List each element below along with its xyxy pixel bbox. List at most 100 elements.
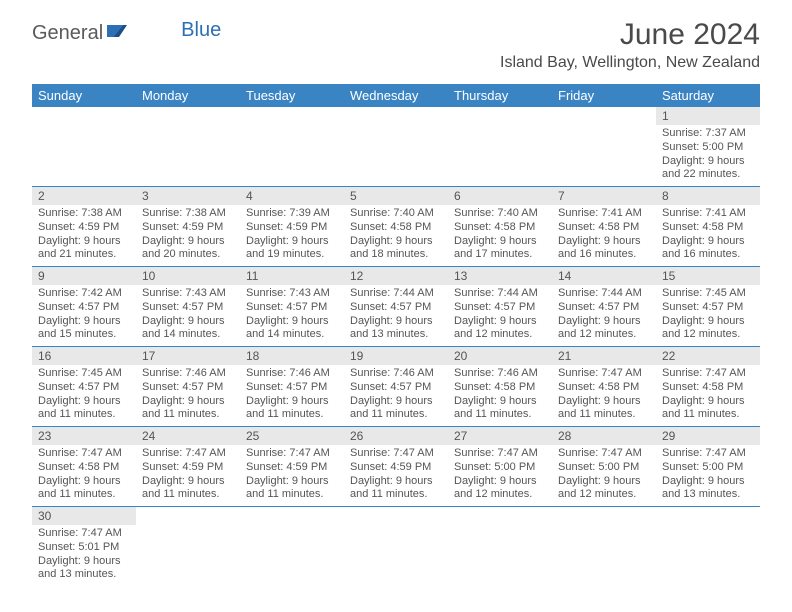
day-number: 18 [240, 347, 344, 365]
day-info-line: Daylight: 9 hours [662, 235, 754, 249]
calendar-empty-cell [448, 507, 552, 587]
day-number: 4 [240, 187, 344, 205]
day-info-line: and 12 minutes. [558, 488, 650, 502]
day-info-line: Sunrise: 7:45 AM [662, 287, 754, 301]
day-info-line: Sunset: 5:01 PM [38, 541, 130, 555]
day-info-line: Sunset: 5:00 PM [558, 461, 650, 475]
weekday-header: Wednesday [344, 84, 448, 107]
calendar-day-cell: 29Sunrise: 7:47 AMSunset: 5:00 PMDayligh… [656, 427, 760, 507]
day-info-line: Daylight: 9 hours [38, 235, 130, 249]
day-info-line: and 11 minutes. [142, 408, 234, 422]
day-info-line: and 12 minutes. [558, 328, 650, 342]
day-info: Sunrise: 7:47 AMSunset: 4:58 PMDaylight:… [552, 365, 656, 426]
day-info: Sunrise: 7:47 AMSunset: 4:58 PMDaylight:… [656, 365, 760, 426]
day-info-line: Sunrise: 7:47 AM [38, 527, 130, 541]
day-info: Sunrise: 7:43 AMSunset: 4:57 PMDaylight:… [240, 285, 344, 346]
day-info: Sunrise: 7:44 AMSunset: 4:57 PMDaylight:… [344, 285, 448, 346]
day-info-line: Sunset: 4:59 PM [142, 461, 234, 475]
day-info-line: Sunrise: 7:39 AM [246, 207, 338, 221]
day-number: 26 [344, 427, 448, 445]
day-info-line: Daylight: 9 hours [246, 475, 338, 489]
day-number: 28 [552, 427, 656, 445]
day-info: Sunrise: 7:47 AMSunset: 4:58 PMDaylight:… [32, 445, 136, 506]
day-info-line: Sunrise: 7:45 AM [38, 367, 130, 381]
calendar-empty-cell [656, 507, 760, 587]
day-number: 3 [136, 187, 240, 205]
day-info-line: Sunrise: 7:47 AM [662, 447, 754, 461]
day-info: Sunrise: 7:39 AMSunset: 4:59 PMDaylight:… [240, 205, 344, 266]
day-info-line: and 11 minutes. [246, 488, 338, 502]
calendar-day-cell: 24Sunrise: 7:47 AMSunset: 4:59 PMDayligh… [136, 427, 240, 507]
day-info: Sunrise: 7:38 AMSunset: 4:59 PMDaylight:… [136, 205, 240, 266]
day-info: Sunrise: 7:46 AMSunset: 4:57 PMDaylight:… [240, 365, 344, 426]
day-info-line: Sunrise: 7:47 AM [454, 447, 546, 461]
day-info-line: Sunset: 4:58 PM [662, 221, 754, 235]
day-info: Sunrise: 7:46 AMSunset: 4:57 PMDaylight:… [344, 365, 448, 426]
day-info-line: Daylight: 9 hours [558, 395, 650, 409]
day-info-line: Sunrise: 7:47 AM [246, 447, 338, 461]
weekday-header: Thursday [448, 84, 552, 107]
calendar-day-cell: 30Sunrise: 7:47 AMSunset: 5:01 PMDayligh… [32, 507, 136, 587]
day-info-line: and 17 minutes. [454, 248, 546, 262]
day-info-line: Sunset: 4:58 PM [454, 221, 546, 235]
calendar-day-cell: 20Sunrise: 7:46 AMSunset: 4:58 PMDayligh… [448, 347, 552, 427]
day-info-line: Sunset: 4:57 PM [662, 301, 754, 315]
day-info-line: Daylight: 9 hours [142, 475, 234, 489]
day-info: Sunrise: 7:40 AMSunset: 4:58 PMDaylight:… [448, 205, 552, 266]
day-info-line: and 16 minutes. [662, 248, 754, 262]
day-info-line: Sunrise: 7:46 AM [350, 367, 442, 381]
day-info-line: and 13 minutes. [38, 568, 130, 582]
day-number: 29 [656, 427, 760, 445]
calendar-empty-cell [552, 507, 656, 587]
day-info-line: Sunset: 4:59 PM [142, 221, 234, 235]
day-info-line: and 11 minutes. [38, 408, 130, 422]
calendar-week-row: 23Sunrise: 7:47 AMSunset: 4:58 PMDayligh… [32, 427, 760, 507]
day-info-line: Daylight: 9 hours [142, 315, 234, 329]
calendar-empty-cell [240, 507, 344, 587]
calendar-empty-cell [344, 507, 448, 587]
day-info-line: and 11 minutes. [246, 408, 338, 422]
day-number: 16 [32, 347, 136, 365]
day-info-line: Sunset: 4:57 PM [142, 301, 234, 315]
day-info: Sunrise: 7:37 AMSunset: 5:00 PMDaylight:… [656, 125, 760, 186]
day-info-line: and 14 minutes. [246, 328, 338, 342]
day-info: Sunrise: 7:47 AMSunset: 4:59 PMDaylight:… [240, 445, 344, 506]
day-info-line: Daylight: 9 hours [454, 315, 546, 329]
day-info-line: Sunrise: 7:47 AM [350, 447, 442, 461]
day-info-line: Sunrise: 7:38 AM [142, 207, 234, 221]
day-number: 21 [552, 347, 656, 365]
day-info-line: Sunrise: 7:47 AM [558, 447, 650, 461]
calendar-day-cell: 16Sunrise: 7:45 AMSunset: 4:57 PMDayligh… [32, 347, 136, 427]
day-info-line: Sunset: 4:57 PM [142, 381, 234, 395]
day-info-line: Sunset: 4:59 PM [246, 461, 338, 475]
day-info-line: Daylight: 9 hours [558, 475, 650, 489]
day-number: 30 [32, 507, 136, 525]
calendar-day-cell: 4Sunrise: 7:39 AMSunset: 4:59 PMDaylight… [240, 187, 344, 267]
calendar-day-cell: 26Sunrise: 7:47 AMSunset: 4:59 PMDayligh… [344, 427, 448, 507]
day-number: 15 [656, 267, 760, 285]
day-info-line: Sunrise: 7:46 AM [142, 367, 234, 381]
day-info-line: and 13 minutes. [662, 488, 754, 502]
day-info-line: Sunrise: 7:43 AM [246, 287, 338, 301]
day-info-line: Sunrise: 7:47 AM [38, 447, 130, 461]
day-info-line: Sunset: 4:57 PM [38, 301, 130, 315]
calendar-day-cell: 6Sunrise: 7:40 AMSunset: 4:58 PMDaylight… [448, 187, 552, 267]
day-info-line: Daylight: 9 hours [350, 235, 442, 249]
day-number: 9 [32, 267, 136, 285]
day-info-line: Daylight: 9 hours [454, 235, 546, 249]
day-info-line: Daylight: 9 hours [350, 395, 442, 409]
day-info-line: Daylight: 9 hours [454, 475, 546, 489]
day-info-line: and 15 minutes. [38, 328, 130, 342]
day-info-line: Sunset: 4:57 PM [350, 301, 442, 315]
calendar-day-cell: 18Sunrise: 7:46 AMSunset: 4:57 PMDayligh… [240, 347, 344, 427]
day-info-line: and 11 minutes. [454, 408, 546, 422]
day-number: 7 [552, 187, 656, 205]
day-info-line: Sunset: 4:58 PM [454, 381, 546, 395]
day-number: 1 [656, 107, 760, 125]
calendar-day-cell: 17Sunrise: 7:46 AMSunset: 4:57 PMDayligh… [136, 347, 240, 427]
day-info-line: Sunset: 5:00 PM [454, 461, 546, 475]
day-number: 17 [136, 347, 240, 365]
day-info-line: Daylight: 9 hours [38, 395, 130, 409]
day-info-line: Sunrise: 7:38 AM [38, 207, 130, 221]
calendar-empty-cell [240, 107, 344, 187]
